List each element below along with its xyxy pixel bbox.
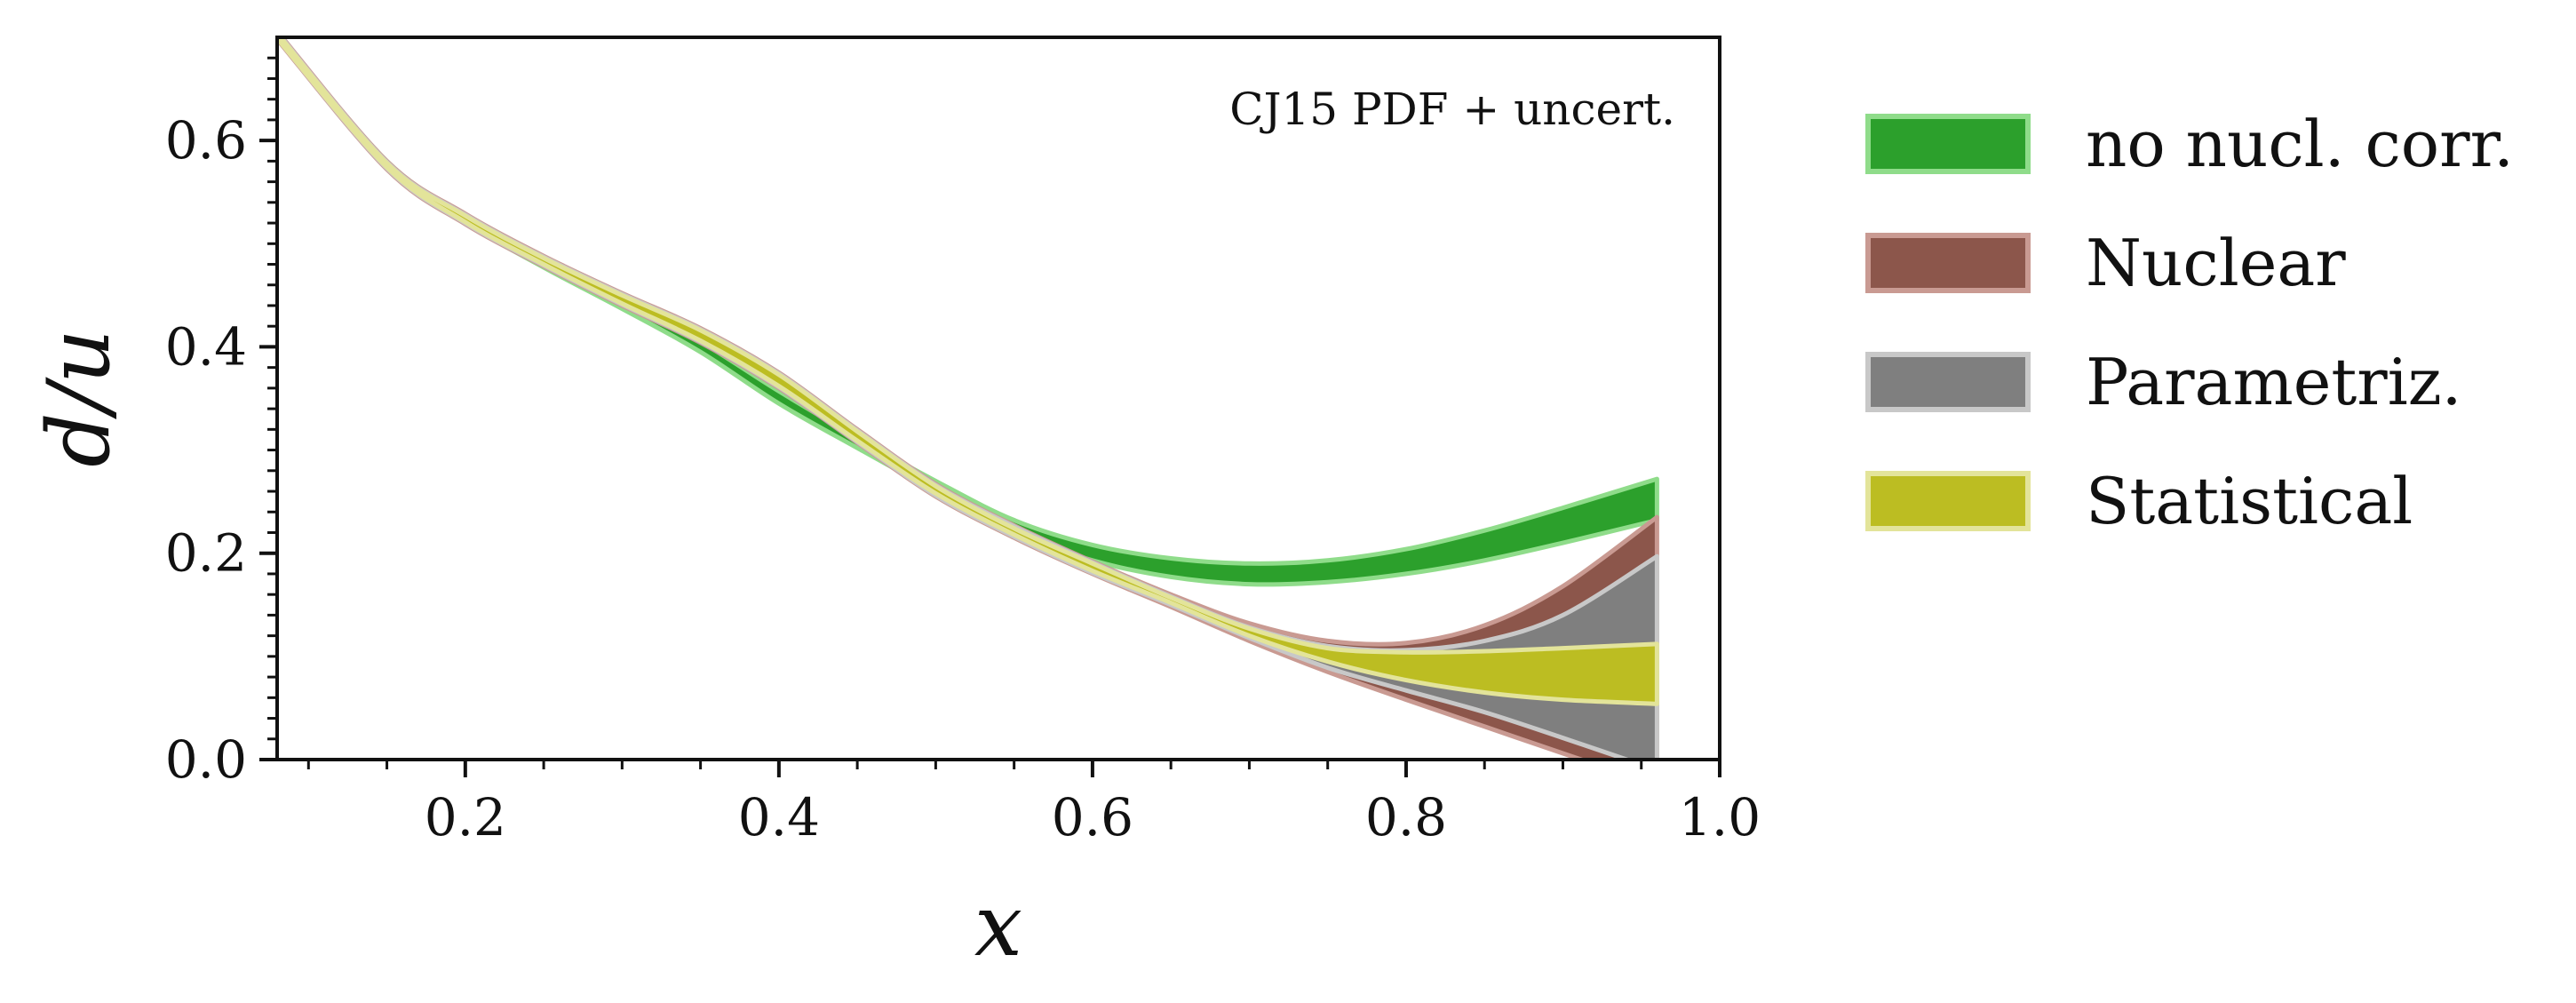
legend-swatch-no-nucl-corr <box>1865 114 2031 174</box>
y-tick-label: 0.6 <box>165 110 247 171</box>
legend-swatch-nuclear <box>1865 233 2031 293</box>
bands-layer <box>277 37 1659 760</box>
ticks-layer: 0.2 0.4 0.6 0.8 1.0 0.0 0.2 0.4 0.6 <box>165 56 1761 848</box>
legend-label-no-nucl-corr: no nucl. corr. <box>2086 107 2514 181</box>
chart-annotation: CJ15 PDF + uncert. <box>1229 84 1675 135</box>
x-tick-label: 0.4 <box>738 787 820 848</box>
legend-label-statistical: Statistical <box>2086 464 2413 538</box>
y-tick-label: 0.4 <box>165 316 247 377</box>
legend: no nucl. corr. Nuclear Parametriz. Statisti… <box>1865 107 2514 538</box>
y-axis-label: d/u <box>29 329 129 467</box>
band-statistical <box>277 37 1659 706</box>
legend-swatch-statistical <box>1865 471 2031 531</box>
legend-label-parametriz: Parametriz. <box>2086 345 2462 419</box>
y-tick-label: 0.2 <box>165 523 247 584</box>
x-tick-label: 1.0 <box>1679 787 1761 848</box>
plot-frame <box>275 36 1721 761</box>
legend-label-nuclear: Nuclear <box>2086 226 2346 300</box>
y-tick-label: 0.0 <box>165 729 247 790</box>
x-axis-label: x <box>974 876 1022 975</box>
x-tick-label: 0.2 <box>425 787 506 848</box>
x-tick-label: 0.8 <box>1365 787 1447 848</box>
x-tick-label: 0.6 <box>1052 787 1133 848</box>
legend-swatch-parametriz <box>1865 352 2031 412</box>
